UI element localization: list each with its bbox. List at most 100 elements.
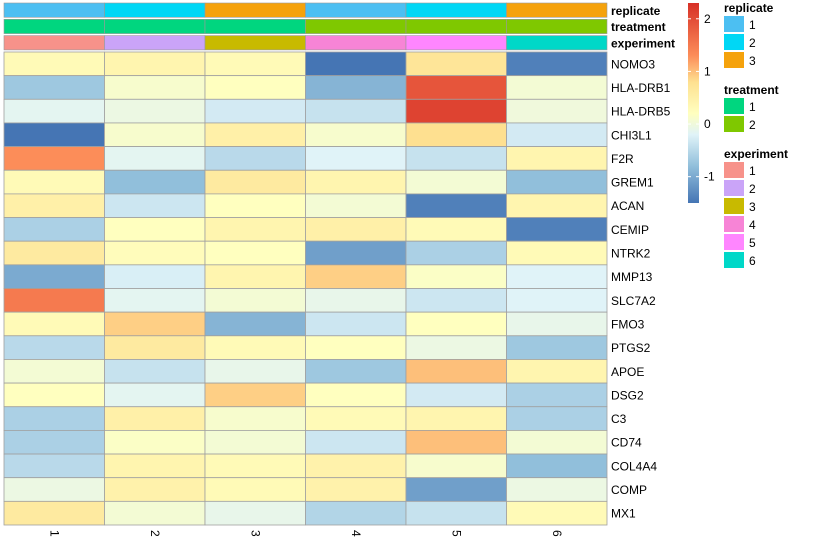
legend-swatch: [724, 252, 744, 268]
heatmap-cell: [3, 169, 105, 195]
row-label: F2R: [611, 152, 634, 166]
heatmap-cell: [204, 193, 306, 218]
heatmap-cell: [506, 51, 608, 77]
heatmap-cell: [405, 335, 507, 360]
heatmap-cell: [104, 311, 206, 337]
heatmap-cell: [104, 500, 206, 526]
annotation-label: experiment: [611, 36, 675, 50]
legend-swatch: [724, 234, 744, 250]
heatmap-cell: [305, 75, 407, 100]
heatmap-cell: [204, 122, 306, 147]
heatmap-cell: [405, 51, 507, 77]
heatmap-cell: [3, 146, 105, 171]
heatmap-cell: [305, 359, 407, 384]
legend-label: 4: [749, 218, 756, 232]
row-label: SLC7A2: [611, 294, 656, 308]
row-label: NOMO3: [611, 57, 655, 71]
heatmap-cell: [405, 429, 507, 455]
heatmap-cell: [405, 146, 507, 171]
heatmap-cell: [3, 75, 105, 100]
annotation-cell: [104, 18, 206, 34]
heatmap-cell: [3, 288, 105, 313]
heatmap-cell: [104, 193, 206, 218]
annotation-cell: [506, 35, 608, 51]
column-label: 2: [148, 530, 162, 537]
heatmap-cell: [305, 288, 407, 313]
heatmap-cell: [104, 51, 206, 77]
column-label: 1: [47, 530, 61, 537]
heatmap-cell: [405, 311, 507, 337]
heatmap-cell: [3, 311, 105, 337]
heatmap-cell: [305, 500, 407, 526]
heatmap-cell: [405, 169, 507, 195]
annotation-label: treatment: [611, 20, 666, 34]
heatmap-cell: [506, 477, 608, 502]
heatmap-cell: [506, 335, 608, 360]
heatmap-cell: [104, 335, 206, 360]
heatmap-cell: [3, 500, 105, 526]
heatmap-cell: [3, 429, 105, 455]
column-labels: 1 2 3 4 5 6: [47, 530, 564, 537]
row-label: CHI3L1: [611, 128, 652, 142]
heatmap-cell: [104, 288, 206, 313]
heatmap-cell: [204, 429, 306, 455]
heatmap-cell: [204, 335, 306, 360]
heatmap-cell: [305, 453, 407, 479]
row-label: APOE: [611, 365, 644, 379]
row-label: GREM1: [611, 176, 654, 190]
legend-swatch: [724, 180, 744, 196]
legend-swatch: [724, 52, 744, 68]
heatmap-cell: [204, 382, 306, 408]
color-scale-tick-label: -1: [704, 170, 715, 184]
heatmap-cell: [204, 311, 306, 337]
heatmap-cell: [405, 453, 507, 479]
annotation-cell: [405, 18, 507, 34]
heatmap-cell: [506, 169, 608, 195]
heatmap-cell: [506, 146, 608, 171]
heatmap-cell: [405, 193, 507, 218]
heatmap-cell: [405, 500, 507, 526]
heatmap-cell: [3, 453, 105, 479]
row-label: C3: [611, 412, 627, 426]
heatmap-cell: [104, 98, 206, 124]
heatmap-cell: [204, 477, 306, 502]
heatmap-cell: [204, 500, 306, 526]
heatmap-cell: [3, 406, 105, 431]
legend-label: 1: [749, 164, 756, 178]
heatmap-cell: [405, 217, 507, 242]
heatmap-cell: [3, 193, 105, 218]
row-label: DSG2: [611, 388, 644, 402]
annotation-cell: [204, 35, 306, 51]
heatmap-cell: [305, 193, 407, 218]
annotation-cell: [405, 2, 507, 18]
column-label: 3: [248, 530, 262, 537]
legend-label: 3: [749, 54, 756, 68]
legend-swatch: [724, 116, 744, 132]
heatmap-cell: [204, 217, 306, 242]
heatmap-cell: [506, 122, 608, 147]
heatmap-cell: [204, 359, 306, 384]
heatmap-cell: [204, 240, 306, 266]
annotation-labels: replicate treatment experiment: [611, 4, 675, 51]
heatmap-cell: [104, 264, 206, 289]
row-label: NTRK2: [611, 247, 651, 261]
annotation-cell: [405, 35, 507, 51]
row-label: FMO3: [611, 317, 645, 331]
heatmap-cell: [305, 311, 407, 337]
heatmap-cell: [3, 98, 105, 124]
legend-swatch: [724, 98, 744, 114]
heatmap-cell: [3, 122, 105, 147]
row-label: MX1: [611, 507, 636, 521]
heatmap-cell: [405, 288, 507, 313]
row-label: CD74: [611, 436, 642, 450]
heatmap-cell: [506, 311, 608, 337]
legend-label: 5: [749, 236, 756, 250]
heatmap-cell: [104, 429, 206, 455]
column-label: 5: [449, 530, 463, 537]
annotation-cell: [3, 2, 105, 18]
heatmap-cell: [506, 240, 608, 266]
legend-label: 1: [749, 18, 756, 32]
legend-swatch: [724, 198, 744, 214]
heatmap-cell: [204, 169, 306, 195]
legend-label: 1: [749, 100, 756, 114]
